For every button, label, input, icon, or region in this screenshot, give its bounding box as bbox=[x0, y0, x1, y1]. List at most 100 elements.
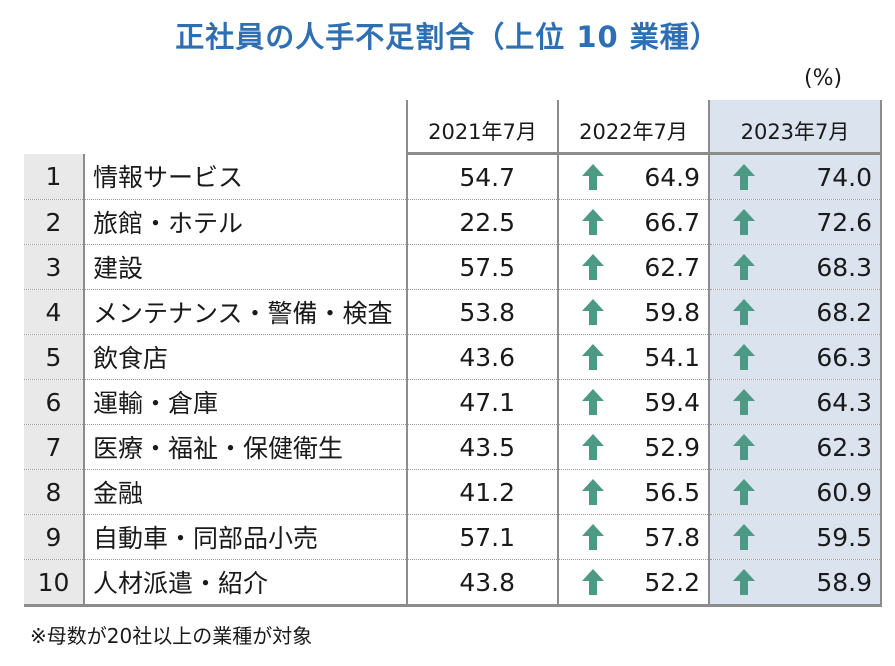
column-header-2023: 2023年7月 bbox=[708, 100, 882, 155]
page-title: 正社員の人手不足割合（上位 10 業種） bbox=[175, 20, 720, 54]
up-arrow-icon bbox=[733, 479, 755, 505]
value-with-trend: 64.9 bbox=[560, 163, 708, 192]
value-cell-2022: 52.2 bbox=[557, 559, 709, 607]
value-cell-2022: 52.9 bbox=[557, 424, 709, 470]
column-header-2021: 2021年7月 bbox=[406, 100, 558, 155]
value-number: 68.2 bbox=[816, 297, 872, 327]
table-row: 9 自動車・同部品小売 57.1 57.8 59.5 bbox=[24, 514, 882, 560]
industry-cell: メンテナンス・警備・検査 bbox=[83, 289, 407, 335]
value-cell-2021: 43.5 bbox=[406, 424, 558, 470]
up-arrow-icon bbox=[582, 389, 604, 415]
value-number: 62.7 bbox=[644, 252, 700, 282]
value-with-trend: 66.3 bbox=[711, 342, 879, 372]
value-cell-2021: 43.6 bbox=[406, 334, 558, 380]
up-arrow-icon bbox=[582, 344, 604, 370]
value-cell-2023: 68.2 bbox=[708, 289, 882, 335]
unit-label: (%) bbox=[804, 66, 843, 91]
value-with-trend: 54.1 bbox=[560, 343, 708, 372]
value-cell-2022: 57.8 bbox=[557, 514, 709, 560]
value-number: 72.6 bbox=[816, 207, 872, 237]
value-with-trend: 64.3 bbox=[711, 387, 879, 417]
value-with-trend: 62.7 bbox=[560, 252, 708, 282]
value-cell-2022: 56.5 bbox=[557, 469, 709, 515]
up-arrow-icon bbox=[582, 524, 604, 550]
industry-cell: 建設 bbox=[83, 244, 407, 290]
header-blank-industry bbox=[84, 100, 407, 154]
industry-cell: 医療・福祉・保健衛生 bbox=[83, 424, 407, 470]
value-cell-2022: 62.7 bbox=[557, 244, 709, 290]
value-number: 56.5 bbox=[644, 477, 700, 507]
value-cell-2023: 74.0 bbox=[708, 153, 882, 200]
value-cell-2023: 66.3 bbox=[708, 334, 882, 380]
value-with-trend: 60.9 bbox=[711, 478, 879, 507]
value-with-trend: 66.7 bbox=[560, 207, 708, 237]
value-with-trend: 62.3 bbox=[711, 432, 879, 462]
value-number: 66.3 bbox=[816, 342, 872, 372]
value-cell-2023: 62.3 bbox=[708, 424, 882, 470]
value-with-trend: 59.5 bbox=[711, 522, 879, 552]
footnote: ※母数が20社以上の業種が対象 bbox=[30, 624, 313, 648]
value-with-trend: 57.8 bbox=[560, 523, 708, 552]
value-cell-2022: 66.7 bbox=[557, 199, 709, 245]
rank-cell: 8 bbox=[24, 469, 84, 515]
rank-cell: 2 bbox=[24, 199, 84, 245]
value-number: 66.7 bbox=[644, 207, 700, 237]
rank-cell: 4 bbox=[24, 289, 84, 335]
table-row: 2 旅館・ホテル 22.5 66.7 72.6 bbox=[24, 199, 882, 245]
industry-cell: 旅館・ホテル bbox=[83, 199, 407, 245]
value-cell-2021: 41.2 bbox=[406, 469, 558, 515]
table-row: 8 金融 41.2 56.5 60.9 bbox=[24, 469, 882, 515]
up-arrow-icon bbox=[582, 164, 604, 190]
value-with-trend: 52.2 bbox=[560, 568, 708, 597]
table-row: 5 飲食店 43.6 54.1 66.3 bbox=[24, 334, 882, 380]
up-arrow-icon bbox=[582, 569, 604, 595]
value-cell-2023: 60.9 bbox=[708, 469, 882, 515]
value-number: 59.4 bbox=[644, 387, 700, 417]
value-number: 62.3 bbox=[816, 432, 872, 462]
value-with-trend: 59.8 bbox=[560, 298, 708, 327]
value-cell-2023: 72.6 bbox=[708, 199, 882, 245]
table-row: 6 運輸・倉庫 47.1 59.4 64.3 bbox=[24, 379, 882, 425]
industry-cell: 運輸・倉庫 bbox=[83, 379, 407, 425]
rank-cell: 10 bbox=[24, 559, 84, 607]
up-arrow-icon bbox=[582, 479, 604, 505]
value-number: 59.5 bbox=[816, 522, 872, 552]
value-with-trend: 68.3 bbox=[711, 252, 879, 282]
value-cell-2022: 54.1 bbox=[557, 334, 709, 380]
header-blank-rank bbox=[24, 100, 84, 154]
up-arrow-icon bbox=[733, 569, 755, 595]
value-cell-2021: 43.8 bbox=[406, 559, 558, 607]
industry-cell: 情報サービス bbox=[83, 153, 407, 200]
value-with-trend: 74.0 bbox=[711, 162, 879, 192]
value-number: 64.3 bbox=[816, 387, 872, 417]
table-row: 3 建設 57.5 62.7 68.3 bbox=[24, 244, 882, 290]
value-with-trend: 52.9 bbox=[560, 433, 708, 462]
value-cell-2021: 54.7 bbox=[406, 153, 558, 200]
value-number: 58.9 bbox=[816, 567, 872, 597]
up-arrow-icon bbox=[582, 209, 604, 235]
up-arrow-icon bbox=[733, 209, 755, 235]
value-cell-2022: 59.8 bbox=[557, 289, 709, 335]
value-with-trend: 59.4 bbox=[560, 387, 708, 417]
up-arrow-icon bbox=[582, 299, 604, 325]
value-cell-2021: 53.8 bbox=[406, 289, 558, 335]
industry-cell: 金融 bbox=[83, 469, 407, 515]
up-arrow-icon bbox=[733, 299, 755, 325]
value-cell-2021: 57.5 bbox=[406, 244, 558, 290]
value-cell-2023: 68.3 bbox=[708, 244, 882, 290]
up-arrow-icon bbox=[582, 434, 604, 460]
value-cell-2023: 58.9 bbox=[708, 559, 882, 607]
up-arrow-icon bbox=[733, 389, 755, 415]
value-number: 68.3 bbox=[816, 252, 872, 282]
rank-cell: 7 bbox=[24, 424, 84, 470]
value-cell-2022: 64.9 bbox=[557, 153, 709, 200]
header-row: 2021年7月 2022年7月 2023年7月 bbox=[24, 100, 882, 155]
table-row: 4 メンテナンス・警備・検査 53.8 59.8 68.2 bbox=[24, 289, 882, 335]
up-arrow-icon bbox=[733, 524, 755, 550]
column-header-2022: 2022年7月 bbox=[557, 100, 709, 155]
table-row: 1 情報サービス 54.7 64.9 74.0 bbox=[24, 153, 882, 200]
table-row: 7 医療・福祉・保健衛生 43.5 52.9 62.3 bbox=[24, 424, 882, 470]
value-number: 74.0 bbox=[816, 162, 872, 192]
value-with-trend: 58.9 bbox=[711, 567, 879, 597]
rank-cell: 1 bbox=[24, 153, 84, 200]
